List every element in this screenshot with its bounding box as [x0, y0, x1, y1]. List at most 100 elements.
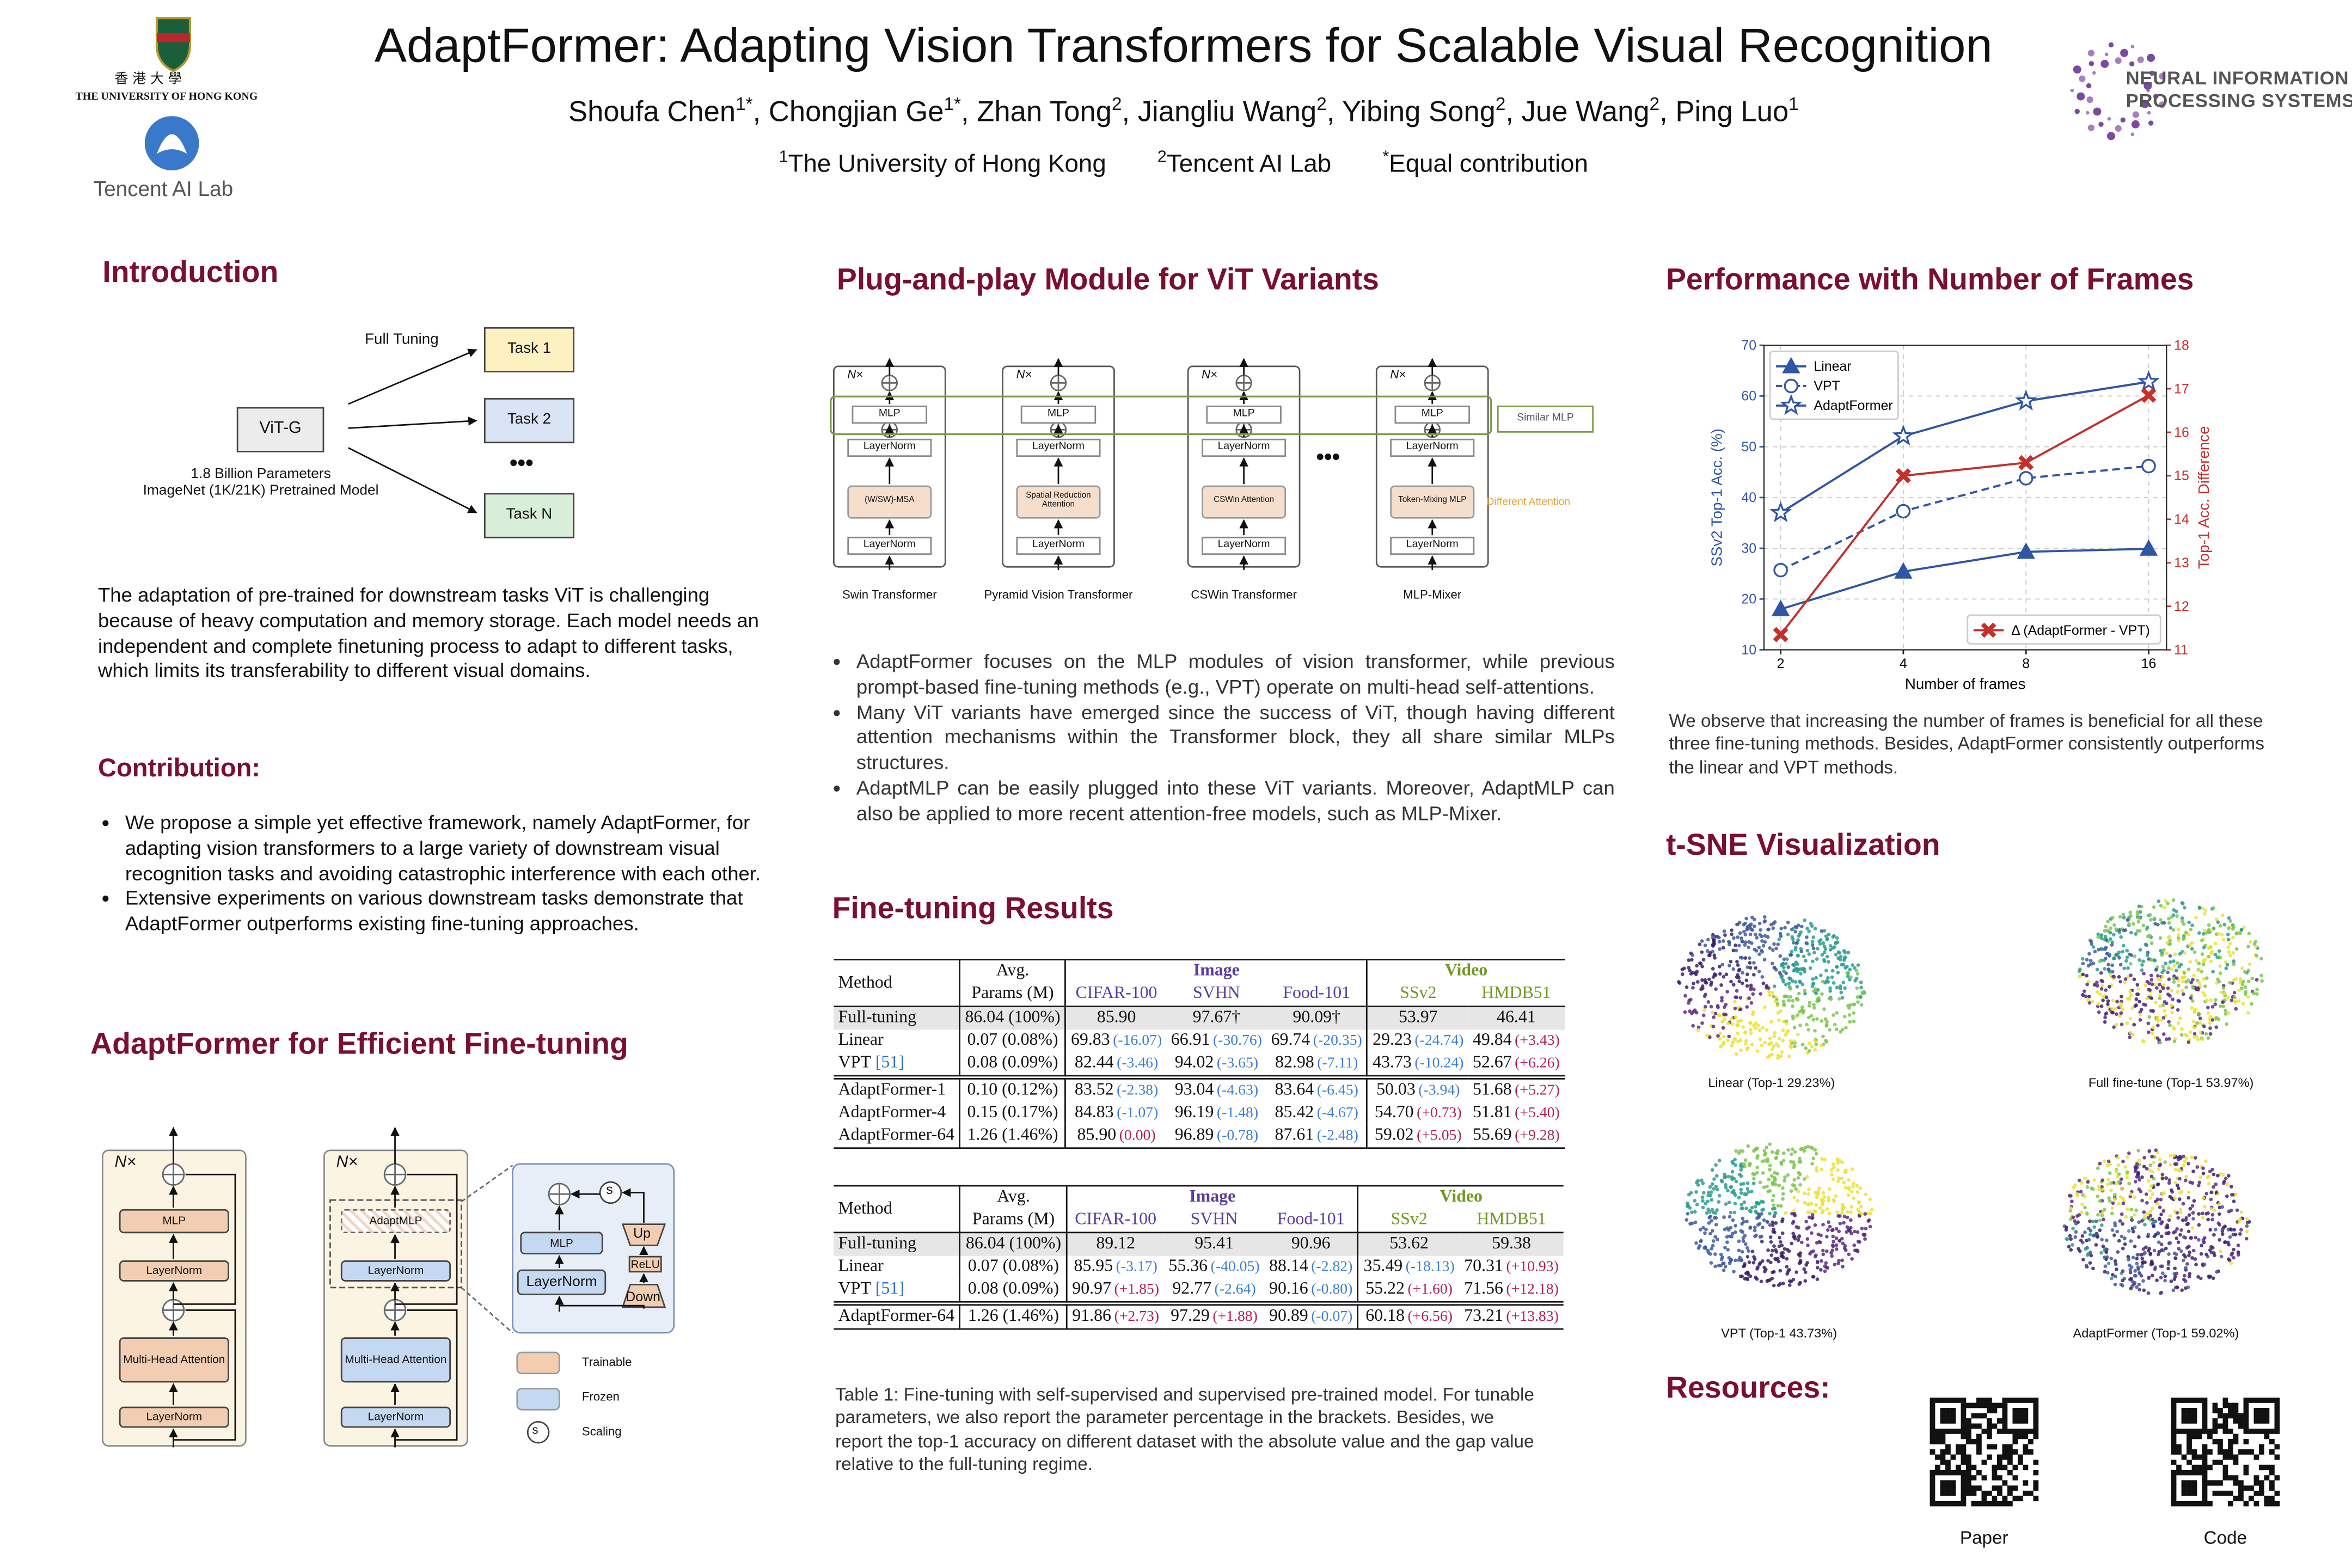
- value-cell: 96.19 (-1.48): [1166, 1102, 1266, 1125]
- legend-label: Trainable: [581, 1355, 632, 1369]
- tsne-point: [1721, 946, 1725, 950]
- tsne-point: [2088, 958, 2093, 963]
- data-point: [1771, 599, 1790, 616]
- tsne-point: [1732, 1270, 1736, 1273]
- tsne-point: [1794, 941, 1799, 945]
- tsne-point: [2207, 923, 2211, 927]
- y-tick-label: 40: [1741, 490, 1756, 505]
- resource-link: Code: [2203, 1527, 2247, 1548]
- tsne-point: [2161, 1032, 2166, 1036]
- tsne-point: [1736, 1024, 1740, 1028]
- qr-module: [1950, 1413, 1956, 1419]
- tsne-point: [1749, 1189, 1754, 1193]
- tsne-point: [2189, 928, 2193, 932]
- tsne-point: [1799, 972, 1803, 976]
- qr-module: [2176, 1398, 2182, 1403]
- tsne-point: [1852, 1181, 1856, 1185]
- qr-module: [2222, 1402, 2228, 1408]
- legend-marker: [1784, 378, 1799, 394]
- tsne-point: [2158, 993, 2162, 997]
- params-cell: 0.10 (0.12%): [959, 1077, 1067, 1102]
- qr-module: [1966, 1480, 1971, 1486]
- tsne-point: [1779, 1240, 1783, 1244]
- tsne-point: [1749, 922, 1753, 926]
- tsne-point: [1729, 1210, 1733, 1215]
- tsne-point: [2201, 1196, 2206, 1200]
- tsne-point: [2148, 1189, 2152, 1193]
- tsne-point: [2065, 1237, 2069, 1241]
- tsne-point: [2209, 998, 2213, 1002]
- label: PROCESSING SYSTEMS: [2126, 90, 2352, 112]
- tsne-point: [2166, 901, 2170, 905]
- neurips-logo-dot: [2147, 111, 2151, 115]
- tsne-point: [2159, 1276, 2163, 1279]
- tsne-point: [2129, 1239, 2133, 1243]
- tsne-point: [2237, 988, 2241, 992]
- qr-module: [1961, 1496, 1967, 1502]
- qr-module: [2191, 1429, 2197, 1434]
- tsne-point: [1815, 997, 1820, 1001]
- tsne-point: [2184, 985, 2188, 989]
- tsne-point: [1773, 1031, 1777, 1035]
- tsne-point: [1828, 948, 1833, 952]
- tsne-point: [2197, 931, 2201, 935]
- value: 29.23: [1373, 1031, 1412, 1050]
- qr-module: [2181, 1429, 2187, 1434]
- qr-module: [2243, 1469, 2249, 1475]
- qr-module: [2233, 1418, 2239, 1424]
- tsne-point: [1757, 1202, 1761, 1206]
- tsne-point: [2106, 963, 2110, 967]
- tsne-point: [2140, 1198, 2144, 1203]
- tsne-point: [1765, 1028, 1769, 1032]
- tsne-point: [1839, 987, 1842, 990]
- delta: (-18.13): [1405, 1259, 1455, 1276]
- qr-module: [2171, 1398, 2177, 1403]
- tsne-point: [2210, 1212, 2215, 1217]
- qr-module: [2176, 1469, 2182, 1475]
- tsne-point: [1738, 1007, 1743, 1012]
- tsne-point: [1700, 964, 1704, 969]
- tsne-point: [1835, 965, 1839, 969]
- tsne-point: [2211, 970, 2215, 974]
- tsne-point: [2138, 910, 2142, 914]
- qr-module: [1950, 1454, 1956, 1460]
- qr-module: [2033, 1413, 2039, 1419]
- qr-module: [2259, 1429, 2264, 1434]
- tsne-point: [2213, 1208, 2216, 1212]
- tsne-point: [2132, 1022, 2136, 1027]
- dataset-header: HMDB51: [1477, 1210, 1546, 1229]
- tsne-point: [2186, 1162, 2190, 1166]
- dataset-header: Food-101: [1266, 983, 1368, 1007]
- tsne-point: [2090, 1186, 2093, 1190]
- tsne-point: [2096, 1213, 2100, 1217]
- qr-module: [1940, 1459, 1946, 1465]
- qr-module: [1940, 1413, 1946, 1419]
- tsne-point: [2176, 928, 2180, 932]
- tsne-point: [2177, 1197, 2182, 1201]
- tsne-point: [1772, 1214, 1777, 1218]
- tsne-point: [2186, 1222, 2190, 1226]
- tsne-point: [2115, 1012, 2118, 1016]
- tsne-point: [2173, 1196, 2177, 1200]
- tsne-point: [2130, 1218, 2134, 1222]
- tsne-point: [1708, 1232, 1712, 1236]
- tsne-point: [1836, 950, 1841, 954]
- tsne-point: [1708, 1035, 1712, 1039]
- down-projection: [621, 1283, 666, 1308]
- tsne-point: [2113, 1193, 2117, 1197]
- tsne-point: [1730, 1232, 1735, 1236]
- qr-module: [2033, 1418, 2039, 1424]
- tsne-point: [2098, 1228, 2102, 1232]
- tsne-point: [2201, 1037, 2204, 1042]
- tsne-point: [2117, 1202, 2121, 1206]
- qr-module: [2202, 1496, 2208, 1502]
- tsne-point: [1855, 1230, 1860, 1234]
- tsne-point: [2206, 1036, 2210, 1040]
- tsne-point: [2155, 1036, 2160, 1040]
- tsne-point: [1773, 920, 1777, 924]
- tsne-point: [2190, 999, 2195, 1003]
- qr-module: [1961, 1459, 1967, 1465]
- frames-chart: 2 4 8 16102030405060701112131415161718Numbe…: [1708, 338, 2212, 692]
- tsne-point: [2146, 1291, 2151, 1295]
- value: 54.70: [1374, 1104, 1414, 1122]
